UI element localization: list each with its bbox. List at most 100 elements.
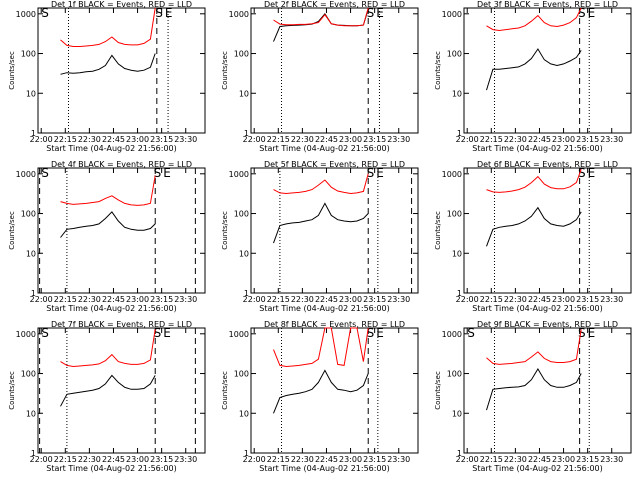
annotation: S [154, 326, 162, 340]
y-tick-label: 1 [244, 289, 249, 298]
x-tick-label: 22:00 [243, 295, 266, 304]
x-tick-label: 22:30 [291, 135, 314, 144]
annotation: S [155, 6, 163, 20]
plot-frame [250, 167, 419, 294]
y-axis-label: Counts/sec [434, 371, 442, 410]
x-tick-label: 23:15 [150, 135, 173, 144]
y-axis-label: Counts/sec [8, 51, 16, 90]
panel: Det 2f BLACK = Events, RED = LLD 1 10 100 10… [221, 0, 419, 153]
y-axis-label: Counts/sec [221, 371, 229, 410]
x-axis-label: Start Time (04-Aug-02 21:56:00) [46, 464, 177, 473]
x-tick-label: 23:30 [387, 135, 410, 144]
y-axis-label: Counts/sec [8, 371, 16, 410]
annotation: S [41, 166, 49, 180]
x-tick-label: 23:30 [174, 295, 197, 304]
y-tick-label: 100 [447, 210, 462, 219]
x-tick-label: 23:30 [387, 295, 410, 304]
plot-frame [37, 327, 206, 454]
annotation: S [41, 326, 49, 340]
annotation: S [578, 6, 586, 20]
x-tick-label: 23:00 [126, 455, 149, 464]
y-tick-label: 1000 [229, 170, 249, 179]
y-tick-label: 1 [31, 289, 36, 298]
x-tick-label: 23:00 [339, 135, 362, 144]
x-tick-label: 23:00 [552, 295, 575, 304]
x-tick-label: 23:15 [576, 135, 599, 144]
panel: Det 5f BLACK = Events, RED = LLD 1 10 100 10… [221, 160, 419, 313]
y-tick-label: 100 [234, 210, 249, 219]
x-tick-label: 23:30 [174, 135, 197, 144]
x-tick-label: 22:45 [528, 295, 551, 304]
x-tick-label: 22:15 [267, 455, 290, 464]
data-line [60, 211, 156, 238]
annotation: S [154, 166, 162, 180]
annotation: E [376, 166, 384, 180]
data-line [273, 173, 369, 195]
annotation: E [376, 326, 384, 340]
y-tick-label: 10 [239, 89, 249, 98]
y-tick-label: 1000 [442, 10, 462, 19]
x-tick-label: 22:45 [315, 295, 338, 304]
x-tick-label: 22:30 [291, 295, 314, 304]
x-tick-label: 22:30 [504, 295, 527, 304]
plot-frame [463, 327, 632, 454]
data-line [60, 53, 156, 75]
x-tick-label: 23:00 [552, 455, 575, 464]
y-axis-label: Counts/sec [221, 211, 229, 250]
y-tick-label: 1000 [442, 330, 462, 339]
y-tick-label: 10 [239, 409, 249, 418]
annotation: E [588, 6, 596, 20]
data-line [486, 169, 582, 193]
x-tick-label: 23:30 [387, 455, 410, 464]
chart-title: Det 3f BLACK = Events, RED = LLD [477, 0, 618, 9]
y-tick-label: 10 [26, 89, 36, 98]
y-tick-label: 10 [452, 249, 462, 258]
chart-title: Det 2f BLACK = Events, RED = LLD [264, 0, 405, 9]
chart-title: Det 9f BLACK = Events, RED = LLD [477, 320, 618, 329]
annotation: E [163, 326, 171, 340]
y-tick-label: 100 [447, 50, 462, 59]
x-tick-label: 22:45 [315, 455, 338, 464]
x-tick-label: 22:30 [78, 295, 101, 304]
y-tick-label: 100 [21, 50, 36, 59]
x-tick-label: 23:30 [600, 135, 623, 144]
chart-title: Det 4f BLACK = Events, RED = LLD [51, 160, 192, 169]
data-line [60, 374, 156, 407]
x-tick-label: 22:30 [504, 135, 527, 144]
plot-frame [463, 7, 632, 134]
annotation: S [367, 6, 375, 20]
x-tick-label: 23:15 [150, 455, 173, 464]
y-tick-label: 100 [21, 370, 36, 379]
x-tick-label: 23:15 [576, 295, 599, 304]
x-axis-label: Start Time (04-Aug-02 21:56:00) [472, 144, 603, 153]
x-tick-label: 22:15 [54, 295, 77, 304]
chart-title: Det 5f BLACK = Events, RED = LLD [264, 160, 405, 169]
x-tick-label: 22:00 [30, 455, 53, 464]
x-tick-label: 23:15 [576, 455, 599, 464]
x-tick-label: 23:30 [174, 455, 197, 464]
y-axis-label: Counts/sec [221, 51, 229, 90]
chart-title: Det 7f BLACK = Events, RED = LLD [51, 320, 192, 329]
data-line [60, 329, 156, 368]
data-line [273, 202, 369, 244]
annotation: E [588, 166, 596, 180]
x-tick-label: 22:15 [480, 295, 503, 304]
x-tick-label: 22:30 [504, 455, 527, 464]
chart-title: Det 6f BLACK = Events, RED = LLD [477, 160, 618, 169]
x-tick-label: 22:30 [291, 455, 314, 464]
panel: Det 4f BLACK = Events, RED = LLD 1 10 100 10… [8, 160, 206, 313]
annotation: S [578, 326, 586, 340]
x-tick-label: 22:00 [456, 455, 479, 464]
y-axis-label: Counts/sec [434, 211, 442, 250]
x-tick-label: 23:15 [150, 295, 173, 304]
x-tick-label: 22:45 [102, 295, 125, 304]
data-line [60, 7, 156, 47]
x-tick-label: 22:15 [267, 295, 290, 304]
annotation: S [578, 166, 586, 180]
annotation: E [588, 326, 596, 340]
x-tick-label: 23:00 [339, 455, 362, 464]
data-line [486, 7, 582, 32]
panel: Det 1f BLACK = Events, RED = LLD 1 10 100 10… [8, 0, 206, 153]
